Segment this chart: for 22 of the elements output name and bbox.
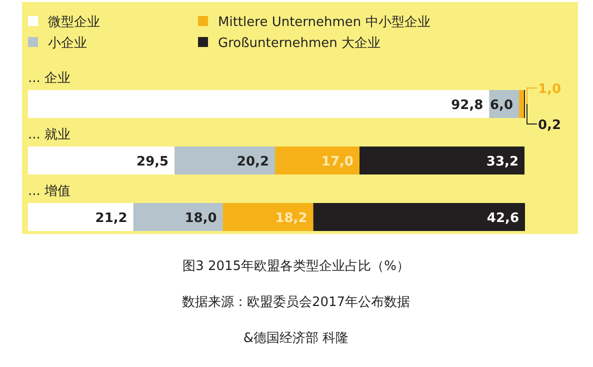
data-label: 17,0 — [321, 154, 354, 170]
text: &德国经济部 科隆 — [243, 331, 349, 346]
legend-label: Großunternehmen 大企业 — [218, 36, 380, 51]
data-label: 20,2 — [236, 154, 270, 170]
data-label: 42,6 — [486, 211, 519, 226]
data-label: 6,0 — [490, 98, 514, 113]
y-tick-label: ... 企业 — [28, 71, 71, 86]
data-label: 1,0 — [538, 82, 562, 97]
data-label: 18,0 — [184, 211, 217, 226]
data-label: 21,2 — [95, 211, 128, 226]
data-label: 18,2 — [275, 211, 308, 226]
data-label: 29,5 — [136, 154, 169, 170]
legend-label: 小企业 — [48, 36, 87, 51]
y-tick-label: ... 增值 — [28, 184, 71, 199]
data-label: 0,2 — [538, 118, 562, 133]
source-note: 数据来源：欧盟委员会2017年公布数据 — [182, 295, 410, 310]
data-label: 33,2 — [486, 154, 519, 170]
text: 图3 2015年欧盟各类型企业占比（%） — [182, 259, 410, 274]
data-label: 92,8 — [451, 98, 484, 113]
legend-label: 微型企业 — [48, 15, 100, 30]
y-tick-label: ... 就业 — [28, 128, 71, 142]
legend-label: Mittlere Unternehmen 中小型企业 — [218, 15, 430, 30]
